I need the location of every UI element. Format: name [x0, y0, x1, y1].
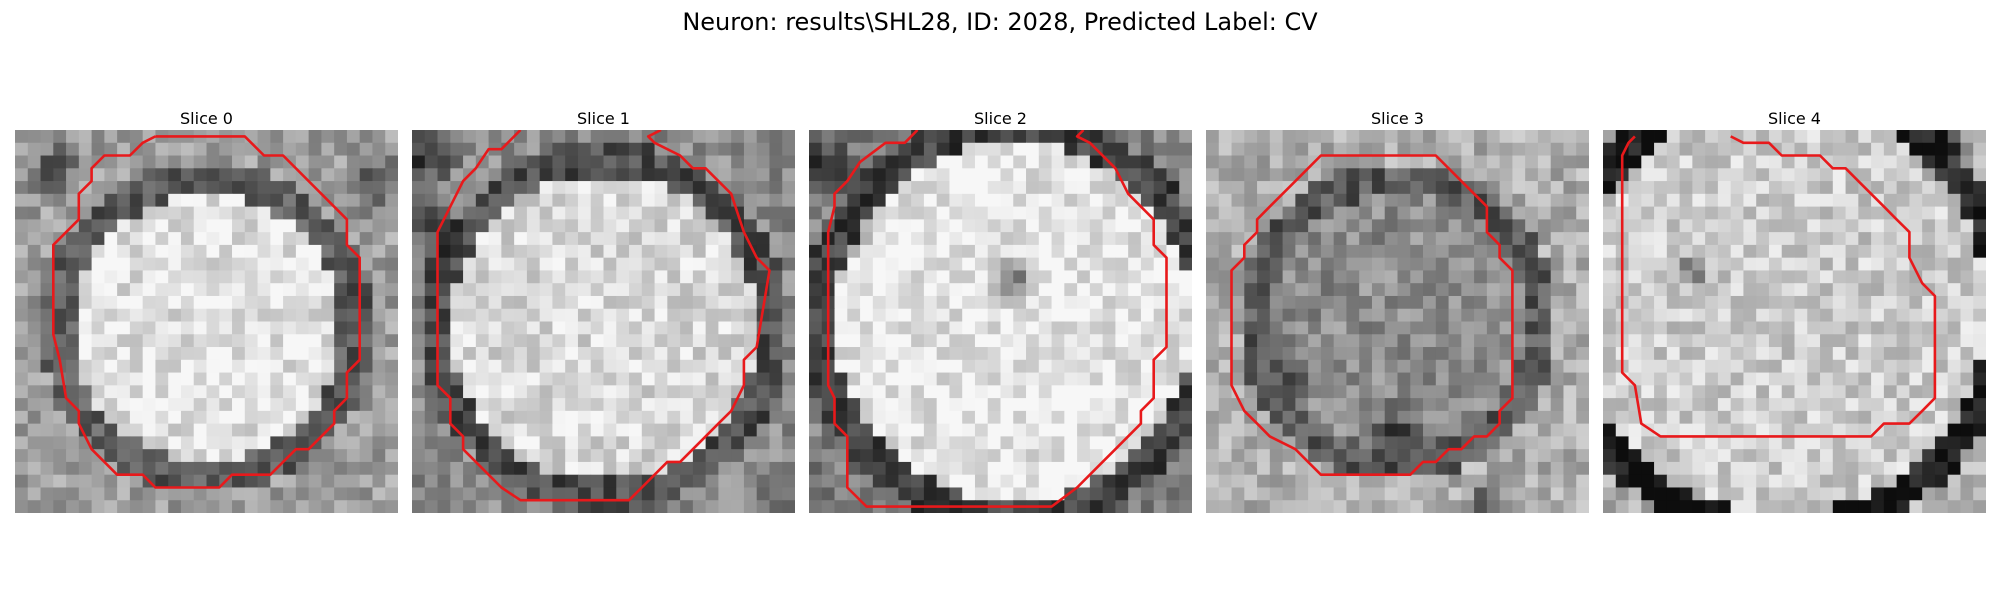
- slice-title-4: Slice 4: [1768, 109, 1821, 128]
- segmentation-contour-4: [1620, 135, 1937, 438]
- slice-panel-4: Slice 4: [1603, 108, 1986, 513]
- slice-image-4: [1603, 130, 1986, 513]
- slice-image-3: [1206, 130, 1589, 513]
- segmentation-contour-0: [51, 135, 362, 489]
- slice-title-3: Slice 3: [1371, 109, 1424, 128]
- slice-title-2: Slice 2: [974, 109, 1027, 128]
- slice-image-2: [809, 130, 1192, 513]
- slice-panel-1: Slice 1: [412, 108, 795, 513]
- slice-panel-3: Slice 3: [1206, 108, 1589, 513]
- slice-panel-2: Slice 2: [809, 108, 1192, 513]
- segmentation-contour-2: [826, 130, 1168, 508]
- segmentation-contour-1: [436, 130, 771, 502]
- segmentation-contour-3: [1230, 154, 1514, 477]
- slice-image-0: [15, 130, 398, 513]
- slice-title-1: Slice 1: [577, 109, 630, 128]
- slice-image-1: [412, 130, 795, 513]
- slice-title-0: Slice 0: [180, 109, 233, 128]
- figure-title: Neuron: results\SHL28, ID: 2028, Predict…: [682, 8, 1318, 36]
- slice-panel-0: Slice 0: [15, 108, 398, 513]
